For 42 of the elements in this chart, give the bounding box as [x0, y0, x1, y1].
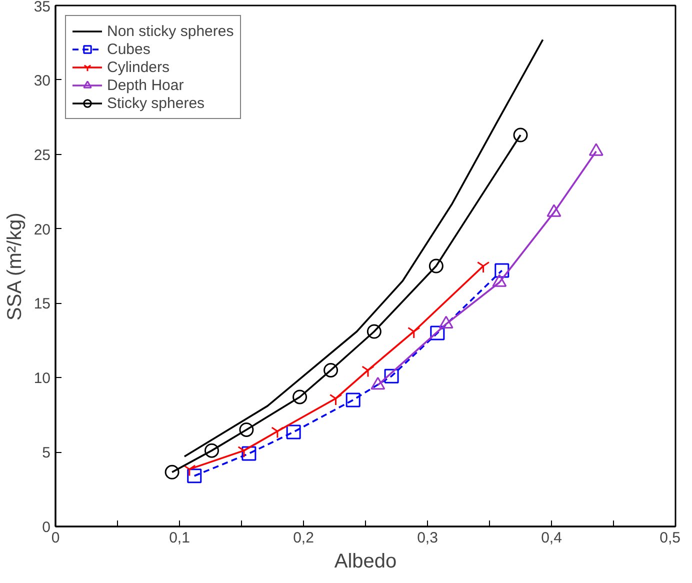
y-tick-label: 5 [42, 444, 50, 462]
x-tick-label: 0,1 [169, 530, 190, 546]
point [242, 446, 256, 461]
x-tick-label: 0,5 [660, 530, 681, 546]
point [428, 258, 444, 274]
legend-label: Sticky spheres [107, 94, 205, 112]
legend-label: Cubes [107, 40, 150, 58]
point [292, 390, 308, 404]
y-tick-label: 15 [34, 296, 51, 313]
point [476, 261, 490, 274]
x-axis-title: Albedo [334, 550, 397, 572]
point [286, 424, 301, 440]
y-tick-label: 35 [34, 0, 51, 16]
point [346, 392, 360, 408]
point [513, 128, 528, 142]
y-tick-label: 10 [34, 370, 51, 388]
point [187, 468, 202, 484]
point [183, 464, 196, 476]
point [164, 464, 180, 480]
point [238, 446, 250, 458]
point [239, 422, 254, 437]
point [271, 426, 284, 438]
point [407, 326, 420, 339]
point [366, 324, 382, 339]
point [324, 362, 338, 378]
x-tick-label: 0,4 [541, 530, 562, 546]
legend-label: Cylinders [107, 58, 170, 76]
point [329, 394, 342, 406]
y-tick-label: 0 [42, 519, 50, 536]
y-tick-label: 25 [34, 146, 51, 164]
legend-label: Depth Hoar [107, 76, 184, 94]
x-tick-label: 0,3 [417, 530, 438, 546]
point [204, 443, 219, 458]
point [430, 326, 445, 340]
y-tick-label: 30 [34, 72, 51, 90]
legend-label: Non sticky spheres [107, 22, 234, 40]
y-axis-title: SSA (m²/kg) [4, 212, 26, 320]
point [384, 368, 399, 384]
x-tick-label: 0,2 [293, 530, 314, 546]
point [494, 263, 510, 278]
point [362, 366, 374, 378]
y-tick-label: 20 [34, 221, 51, 238]
